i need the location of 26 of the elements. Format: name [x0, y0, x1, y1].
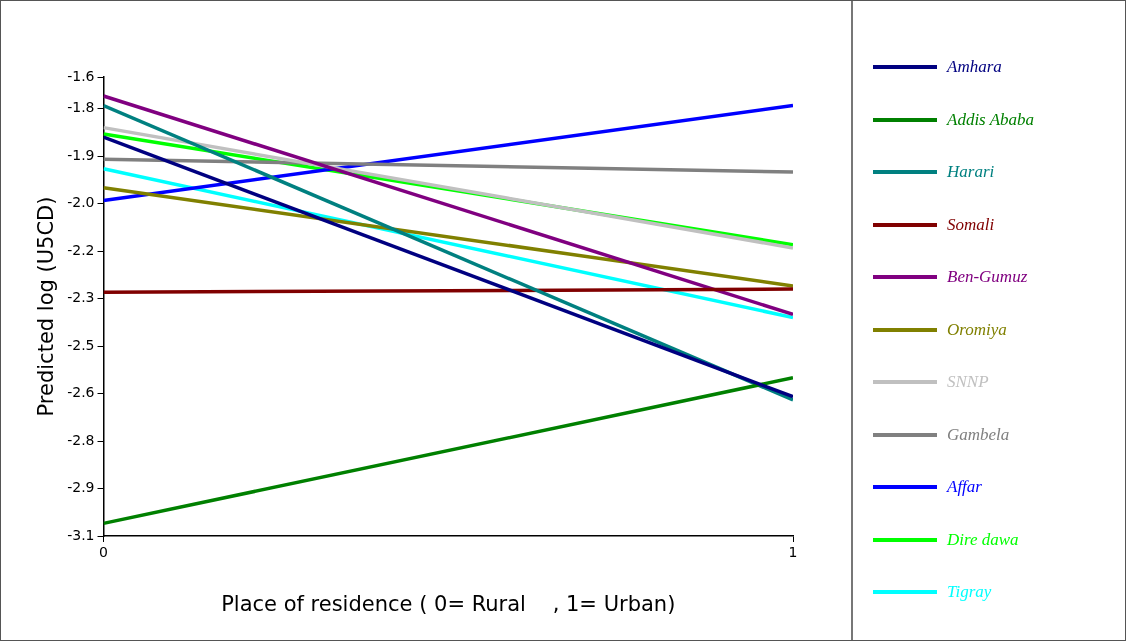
legend-label: SNNP [947, 372, 989, 393]
legend-label: Addis Ababa [947, 109, 1035, 130]
x-axis-title: Place of residence ( 0= Rural , 1= Urban) [221, 591, 676, 616]
legend-label: Tigray [947, 582, 992, 603]
legend-label: Harari [947, 162, 995, 183]
legend-label: Dire dawa [947, 529, 1019, 550]
x-tick-label: 0 [99, 544, 108, 561]
y-tick-label: -1.6 [67, 67, 95, 84]
y-tick-label: -3.1 [67, 526, 95, 543]
legend-label: Somali [947, 214, 995, 235]
y-axis-title: Predicted log (U5CD) [34, 196, 59, 417]
legend-label: Amhara [947, 57, 1002, 78]
legend-label: Gambela [947, 424, 1010, 445]
y-tick-label: -1.9 [67, 146, 95, 163]
legend-label: Ben-Gumuz [947, 267, 1028, 288]
y-tick-label: -2.9 [67, 479, 95, 496]
y-tick-label: -1.8 [67, 99, 95, 116]
legend-label: Oromiya [947, 319, 1007, 340]
y-tick-label: -2.3 [67, 289, 95, 306]
y-tick-label: -2.0 [67, 194, 95, 211]
y-tick-label: -2.8 [67, 431, 95, 448]
legend-label: Affar [947, 477, 982, 498]
y-tick-label: -2.6 [67, 384, 95, 401]
y-tick-label: -2.5 [67, 336, 95, 353]
y-tick-label: -2.2 [67, 241, 95, 258]
x-tick-label: 1 [788, 544, 798, 561]
